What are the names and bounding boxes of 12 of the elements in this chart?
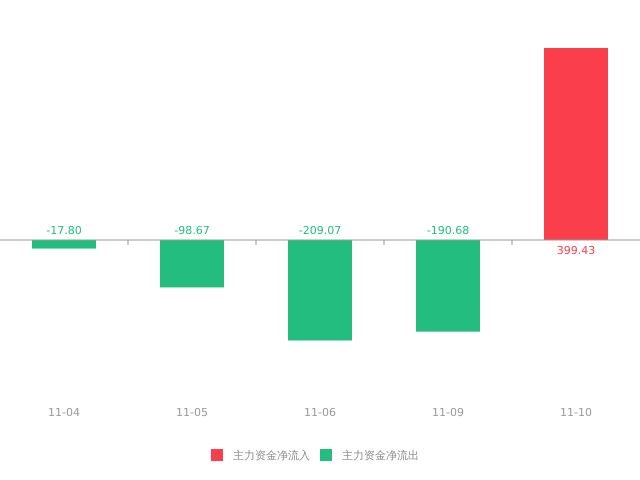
data-label: 399.43: [556, 244, 596, 257]
x-tick-label: 11-05: [176, 406, 208, 419]
legend-label: 主力资金净流出: [342, 449, 419, 462]
data-label: -190.68: [426, 224, 470, 237]
data-label: -209.07: [298, 224, 342, 237]
x-tick-label: 11-06: [304, 406, 336, 419]
x-tick-label: 11-09: [432, 406, 464, 419]
data-label: -98.67: [174, 224, 210, 237]
legend-label: 主力资金净流入: [233, 449, 310, 462]
x-tick-label: 11-04: [48, 406, 80, 419]
data-label: -17.80: [46, 224, 82, 237]
x-tick-label: 11-10: [560, 406, 592, 419]
